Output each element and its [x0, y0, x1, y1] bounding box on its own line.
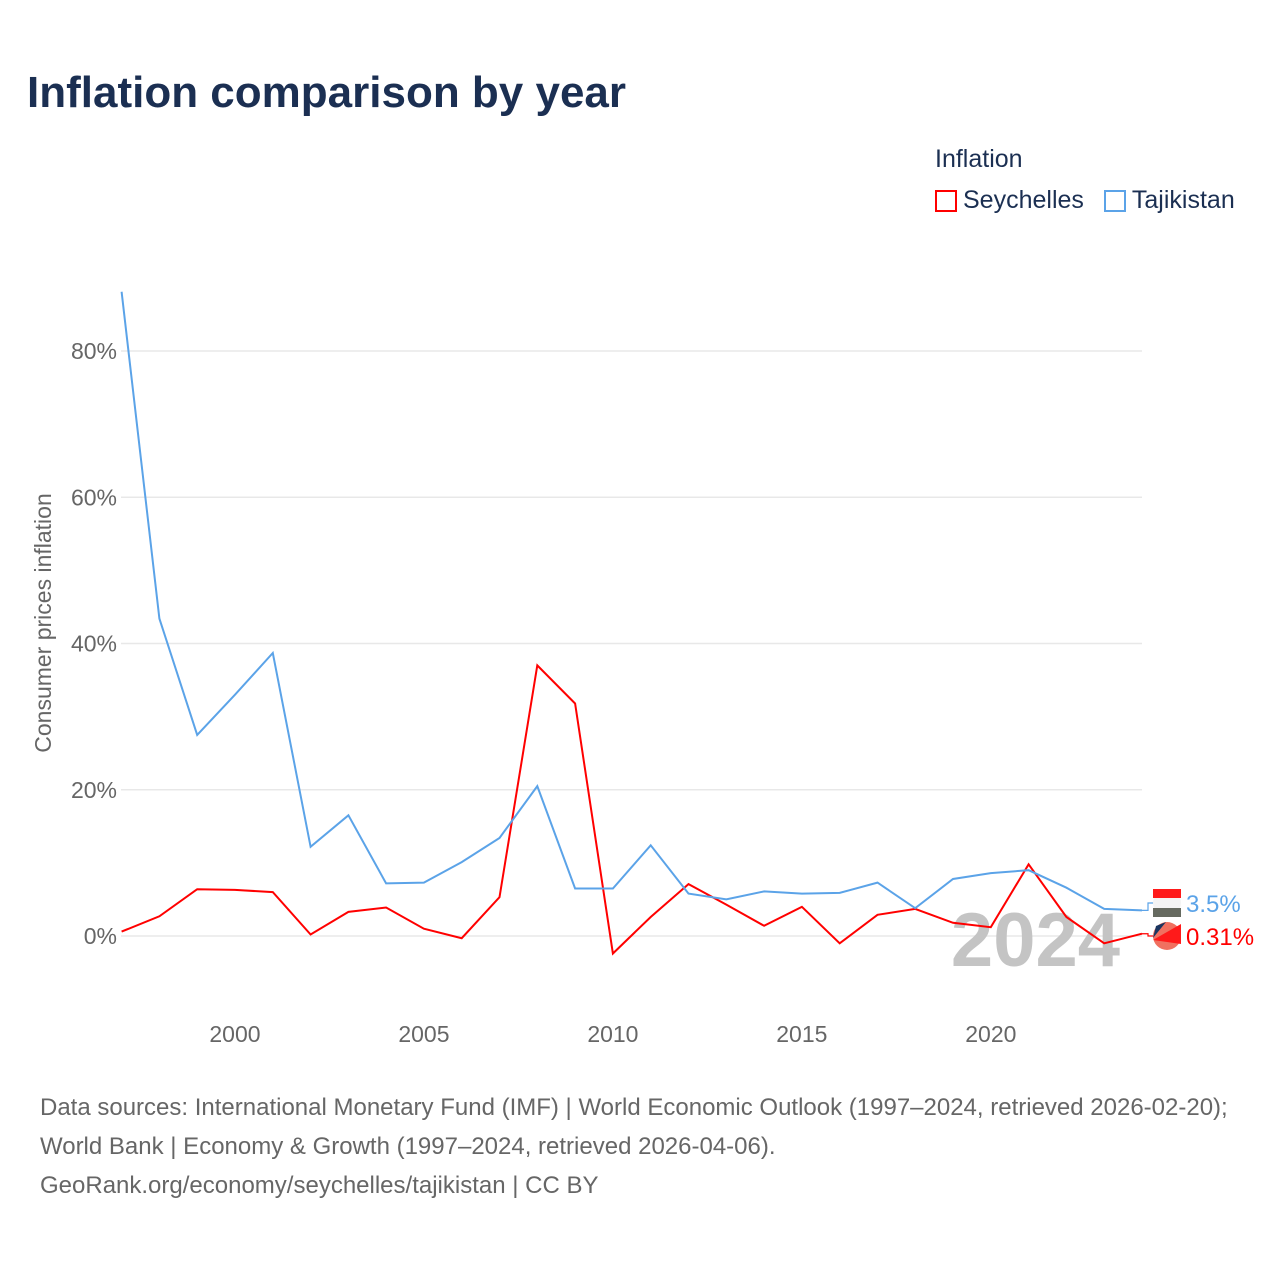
line-chart: 0% 20% 40% 60% 80% 2000 2005 2010 2015 2020 Consum… — [30, 291, 1254, 1047]
legend-item-seychelles[interactable]: Seychelles — [935, 186, 1084, 215]
chart-title: Inflation comparison by year — [27, 68, 627, 117]
x-tick-label: 2015 — [776, 1021, 827, 1047]
x-tick-label: 2010 — [587, 1021, 638, 1047]
flag-stripe — [1153, 908, 1181, 917]
x-tick-label: 2000 — [209, 1021, 260, 1047]
series-line-seychelles — [121, 663, 1143, 956]
legend-item-tajikistan[interactable]: Tajikistan — [1103, 186, 1235, 215]
legend: Seychelles Tajikistan — [935, 186, 1235, 215]
end-value-label: 0.31% — [1186, 924, 1254, 951]
y-tick-label: 20% — [71, 777, 117, 803]
end-value-label: 3.5% — [1186, 891, 1241, 918]
x-tick-label: 2020 — [965, 1021, 1016, 1047]
footer: Data sources: International Monetary Fun… — [40, 1088, 1250, 1205]
legend-swatch-seychelles — [935, 189, 957, 212]
legend-swatch-tajikistan — [1103, 189, 1126, 212]
y-tick-label: 60% — [71, 484, 117, 510]
end-connector — [1142, 902, 1154, 912]
y-tick-label: 80% — [71, 338, 117, 364]
legend-label: Seychelles — [963, 186, 1084, 214]
flag-stripe — [1153, 922, 1166, 938]
legend-title: Inflation — [935, 145, 1023, 173]
y-tick-label: 40% — [71, 631, 117, 657]
legend-label: Tajikistan — [1131, 186, 1235, 214]
data-sources: Data sources: International Monetary Fun… — [40, 1094, 1228, 1160]
year-watermark: 2024 — [951, 898, 1120, 983]
series-line-tajikistan — [120, 291, 1143, 912]
flag-stripe — [1153, 924, 1181, 944]
flag-stripe — [1153, 889, 1181, 898]
source-link[interactable]: GeoRank.org/economy/seychelles/tajikista… — [40, 1172, 599, 1199]
end-connector — [1142, 933, 1154, 937]
y-axis-label: Consumer prices inflation — [30, 493, 56, 753]
y-tick-label: 0% — [84, 923, 117, 949]
x-tick-label: 2005 — [398, 1021, 449, 1047]
